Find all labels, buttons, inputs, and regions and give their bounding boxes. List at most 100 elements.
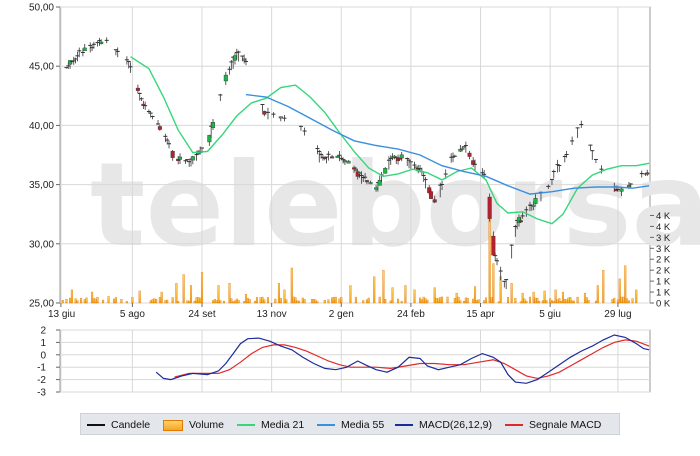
volume-tick-label: 4 K xyxy=(656,211,671,222)
candle-body xyxy=(619,188,624,192)
candle-body xyxy=(207,135,212,143)
volume-bar xyxy=(611,299,614,304)
volume-bar xyxy=(197,297,200,304)
legend-label: Candele xyxy=(111,419,151,431)
date-tick-label: 24 set xyxy=(188,309,215,320)
volume-bar xyxy=(389,300,392,304)
volume-bar xyxy=(426,299,429,304)
volume-bar xyxy=(466,298,469,304)
volume-bar xyxy=(413,289,416,304)
volume-bar xyxy=(439,297,442,304)
volume-bar xyxy=(164,300,167,304)
volume-bar xyxy=(626,298,629,304)
volume-bar xyxy=(565,299,568,304)
legend-item-macd[interactable]: MACD(26,12,9) xyxy=(395,417,492,433)
date-tick-label: 2 gen xyxy=(329,309,354,320)
volume-bar xyxy=(397,298,400,304)
volume-bar xyxy=(400,301,403,304)
volume-tick-label: 1 K xyxy=(656,288,671,299)
volume-bar xyxy=(561,291,564,304)
volume-bar xyxy=(259,297,262,304)
volume-bar xyxy=(464,297,467,304)
volume-bar xyxy=(484,297,488,304)
volume-bar xyxy=(457,296,460,304)
volume-bar xyxy=(255,297,258,304)
volume-bar xyxy=(331,297,334,304)
legend-item-segnale[interactable]: Segnale MACD xyxy=(505,417,601,433)
volume-bar xyxy=(188,300,191,304)
volume-bar xyxy=(627,300,630,304)
volume-bar xyxy=(419,297,422,304)
legend-item-media21[interactable]: Media 21 xyxy=(237,417,304,433)
volume-bar xyxy=(404,285,407,304)
volume-bar xyxy=(74,298,77,304)
volume-bar xyxy=(131,297,134,304)
volume-bar xyxy=(446,296,449,304)
candle-body xyxy=(491,235,496,256)
watermark-text: teleborsa xyxy=(90,138,700,273)
volume-bar xyxy=(113,298,116,304)
volume-bar xyxy=(543,290,546,304)
date-tick-label: 29 lug xyxy=(604,309,631,320)
volume-bar xyxy=(462,300,466,304)
volume-bar xyxy=(316,301,319,304)
volume-bar xyxy=(296,300,299,304)
volume-tick-label: 1 K xyxy=(656,277,671,288)
legend-item-candele[interactable]: Candele xyxy=(87,417,150,433)
volume-bar xyxy=(232,301,235,304)
volume-bar xyxy=(541,300,544,304)
date-tick-label: 13 giu xyxy=(48,309,75,320)
volume-bar xyxy=(340,297,343,304)
volume-bar xyxy=(292,296,295,304)
candle-body xyxy=(518,220,523,223)
volume-bar xyxy=(175,283,178,304)
volume-tick-label: 2 K xyxy=(656,266,671,277)
legend-label: Media 55 xyxy=(341,419,385,431)
volume-bar xyxy=(219,300,222,304)
legend-label: Volume xyxy=(189,419,225,431)
volume-bar xyxy=(556,299,559,304)
volume-bar xyxy=(243,301,246,304)
media21-line xyxy=(130,56,650,225)
legend-label: Segnale MACD xyxy=(529,419,602,431)
volume-bar xyxy=(158,296,161,304)
volume-bar xyxy=(523,298,526,304)
volume-bar xyxy=(433,287,436,304)
volume-bar xyxy=(545,300,548,304)
volume-bar xyxy=(631,298,634,304)
volume-bar xyxy=(616,299,619,304)
price-tick-label: 40,00 xyxy=(29,121,54,132)
volume-bar xyxy=(338,298,341,304)
candle-body xyxy=(645,172,650,175)
candle-body xyxy=(262,110,267,115)
volume-bar xyxy=(477,299,480,304)
volume-bar xyxy=(506,297,510,304)
volume-bar xyxy=(538,301,541,304)
volume-bar xyxy=(149,300,152,304)
volume-bar xyxy=(420,299,423,304)
candle-body xyxy=(374,187,379,190)
legend-item-volume[interactable]: Volume xyxy=(163,417,224,433)
moving-averages xyxy=(130,56,650,225)
volume-bar xyxy=(334,296,337,304)
volume-bar xyxy=(285,299,288,304)
volume-bar xyxy=(391,287,394,304)
volume-bar xyxy=(549,298,552,304)
volume-bar xyxy=(199,297,202,304)
volume-bar xyxy=(536,297,539,304)
legend-item-media55[interactable]: Media 55 xyxy=(317,417,384,433)
macd-panel xyxy=(59,329,651,393)
volume-bar xyxy=(475,300,478,304)
price-tick-label: 25,00 xyxy=(29,299,54,310)
volume-bar xyxy=(290,267,293,304)
volume-bar xyxy=(261,296,264,304)
volume-bar xyxy=(230,298,233,304)
volume-bar xyxy=(85,297,88,304)
volume-bar xyxy=(211,300,215,304)
macd-tick-label: -1 xyxy=(37,363,46,374)
macd-tick-label: 0 xyxy=(40,350,46,361)
macd-tick-label: 2 xyxy=(40,326,46,337)
candle-body xyxy=(368,182,373,185)
volume-bar xyxy=(294,297,297,304)
